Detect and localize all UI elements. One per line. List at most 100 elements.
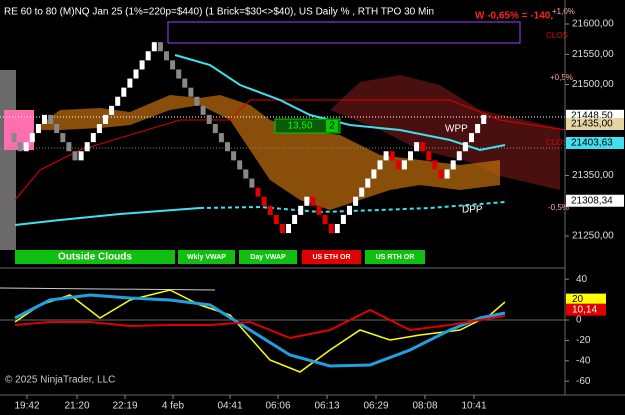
time-tick-label: 21:20 [64,401,89,412]
renko-brick [438,169,444,179]
renko-brick [103,114,108,124]
renko-brick [426,151,432,161]
renko-brick [78,151,84,161]
renko-brick [456,151,462,161]
button[interactable] [365,250,425,264]
button[interactable] [302,250,361,264]
renko-brick [35,123,41,134]
renko-brick [420,142,426,152]
renko-brick [249,178,255,188]
renko-brick [206,114,212,124]
time-tick-label: 22:19 [112,401,137,412]
renko-brick [48,114,54,124]
pivot-label: WPP [445,124,468,135]
renko-brick [365,178,371,188]
renko-brick [133,69,139,79]
renko-brick [286,223,291,234]
renko-brick [139,60,145,70]
renko-brick [218,133,224,143]
renko-brick [401,160,407,170]
renko-brick [444,169,450,179]
renko-brick [310,196,316,206]
price-marker [566,194,624,207]
renko-brick [481,114,487,124]
renko-brick [322,214,328,224]
renko-brick [109,105,115,115]
renko-brick [84,142,90,152]
renko-brick [164,51,169,61]
renko-brick [395,160,401,170]
time-tick-label: 4 feb [162,401,185,412]
renko-brick [450,160,456,170]
renko-brick [29,133,35,143]
vwap-line [14,207,201,226]
button-label[interactable]: Outside Clouds [58,252,132,263]
level-label: CLOS [546,31,568,40]
oscillator-marker-label: 10,14 [572,304,597,315]
count-box [326,120,338,132]
price-tick-label: 21350,00 [572,170,614,181]
chart-title: RE 60 to 80 (M)NQ Jan 25 (1%=220p=$440) … [4,7,434,18]
renko-brick [200,105,206,115]
renko-brick [243,169,249,179]
renko-brick [121,87,127,97]
renko-brick [127,78,133,88]
button-label[interactable]: Wkly VWAP [187,254,226,261]
renko-brick [383,151,389,161]
oscillator-red [14,308,506,340]
price-marker-label: 21308,34 [571,195,613,206]
oscillator-tick-label: -20 [576,335,591,346]
renko-brick [66,142,72,152]
renko-brick [389,151,395,161]
price-tick-label: 21600,00 [572,19,614,30]
renko-brick [90,133,96,143]
renko-brick [414,142,420,152]
price-tick-label: 21500,00 [572,79,614,90]
renko-brick [115,96,121,106]
oscillator-marker-label: 20 [572,294,584,305]
count-box-text: 2 [329,121,335,132]
time-tick-label: 10:41 [461,401,486,412]
oscillator-tick-label: -40 [576,355,591,366]
time-tick-label: 04:41 [217,401,242,412]
oscillator-tick-label: 40 [576,274,588,285]
oscillator-yellow [14,289,506,373]
renko-brick [353,196,359,206]
renko-brick [292,214,298,224]
level-label: +1,0% [552,7,575,16]
time-tick-label: 06:29 [363,401,388,412]
button[interactable] [239,250,297,264]
price-marker-label: 21403,63 [571,138,613,149]
button[interactable] [15,250,175,264]
copyright: © 2025 NinjaTrader, LLC [5,375,115,386]
renko-brick [377,160,383,170]
oscillator-tick-label: 0 [576,315,582,326]
renko-brick [328,223,334,234]
renko-brick [462,142,468,152]
renko-brick [54,123,60,134]
button-label[interactable]: US ETH OR [312,254,350,261]
price-tick-label: 21250,00 [572,231,614,242]
renko-brick [157,42,163,52]
value-box-text: 13,50 [287,121,312,132]
renko-brick [11,133,17,143]
button-label[interactable]: US RTH OR [376,254,415,261]
renko-brick [194,96,200,106]
renko-brick [408,151,413,161]
button-label[interactable]: Day VWAP [250,254,286,261]
price-tick-label: 21550,00 [572,49,614,60]
time-tick-label: 08:08 [412,401,437,412]
button[interactable] [178,250,235,264]
renko-brick [334,223,340,234]
renko-brick [145,51,151,61]
level-label: +0,5% [550,73,573,82]
renko-brick [188,87,194,97]
trend-line [0,287,216,291]
renko-brick [267,205,273,215]
renko-brick [316,205,322,215]
renko-brick [151,42,157,52]
button-bar: Outside Clouds Wkly VWAP Day VWAP US ETH OR… [15,250,425,264]
renko-brick [72,151,78,161]
renko-brick [255,187,261,197]
